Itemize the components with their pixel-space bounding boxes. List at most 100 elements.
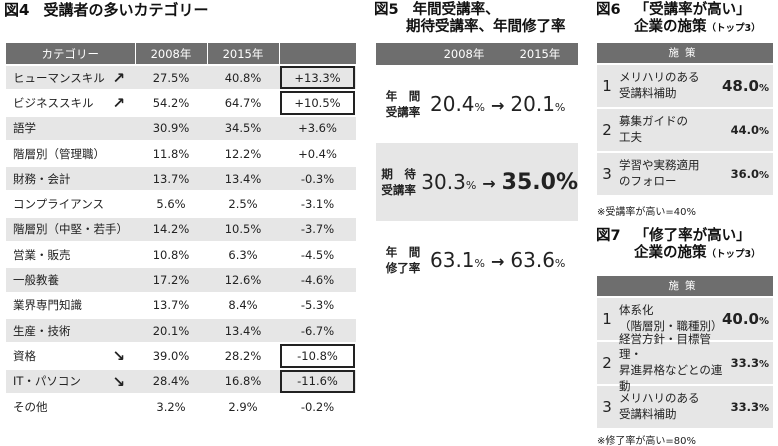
change-value: +10.5%	[279, 89, 356, 116]
table-row: ビジネススキル ↗ 54.2% 64.7% +10.5%	[6, 89, 356, 116]
value-2008: 30.9%	[135, 114, 207, 141]
measure-name-line2: のフォロー	[619, 174, 677, 188]
rate-values: 30.3% → 35.0%	[417, 170, 578, 195]
category-label: 資格	[13, 348, 36, 363]
category-label: 業界専門知識	[13, 298, 82, 313]
table-row: 階層別（中堅・若手） 14.2% 10.5% -3.7%	[6, 215, 356, 243]
table-row: 一般教養 17.2% 12.6% -4.6%	[6, 266, 356, 293]
measure-name-line2: 受講料補助	[619, 86, 677, 100]
value-2008: 13.7%	[135, 165, 207, 192]
rate-2008: 30.3	[421, 169, 466, 194]
rate-label: 期 待受講率	[376, 166, 417, 198]
fig7-header: 施策	[597, 276, 773, 296]
rank-number: 1	[602, 77, 612, 95]
category-cell: 階層別（中堅・若手）	[6, 215, 135, 243]
fig4-title-text: 受講者の多いカテゴリー	[43, 1, 209, 19]
value-2015: 12.6%	[207, 266, 279, 293]
change-value: +0.4%	[279, 139, 356, 167]
measure-item: 2 募集ガイドの 工夫 44.0%	[597, 107, 773, 151]
rates-header-2008: 2008年	[443, 47, 485, 61]
category-label: 営業・販売	[13, 247, 71, 262]
rank-number: 3	[602, 398, 612, 416]
measure-item: 3 学習や実務適用 のフォロー 36.0%	[597, 151, 773, 195]
table-row: ヒューマンスキル ↗ 27.5% 40.8% +13.3%	[6, 63, 356, 91]
measure-name: メリハリのある 受講料補助	[617, 391, 731, 422]
rate-label-line2: 修了率	[385, 261, 421, 275]
change-value: +13.3%	[279, 63, 356, 91]
fig6-number: 図6	[596, 2, 621, 18]
value-2015: 12.2%	[207, 139, 279, 167]
arrow-down-icon: ↘	[112, 347, 125, 366]
fig6-title: 図6 「受講率が高い」 企業の施策（トップ3）	[596, 2, 761, 35]
measure-item: 2 経営方針・目標管理・ 昇進昇格などとの連動 33.3%	[597, 332, 773, 393]
measure-name-line1: メリハリのある	[619, 391, 700, 406]
measure-value: 48.0%	[722, 77, 773, 95]
measure-value-number: 36.0	[730, 167, 759, 181]
measure-value-number: 44.0	[730, 123, 759, 137]
rank-number: 2	[602, 121, 612, 139]
measure-name-line1: 経営方針・目標管理・	[619, 331, 711, 362]
measure-item: 3 メリハリのある 受講料補助 33.3%	[597, 384, 773, 428]
arrow-up-icon: ↗	[112, 94, 125, 113]
category-label: 財務・会計	[13, 171, 71, 186]
change-value: -4.5%	[279, 241, 356, 268]
rate-values: 63.1% → 63.6%	[426, 248, 578, 272]
fig7-title-line1: 「修了率が高い」	[634, 228, 751, 244]
fig7-note: ※修了率が高い=80%	[597, 436, 696, 446]
value-2015: 13.4%	[207, 165, 279, 192]
fig5-title: 図5 年間受講率、 期待受講率、年間修了率	[374, 2, 566, 35]
category-label: コンプライアンス	[13, 197, 104, 212]
percent-unit: %	[758, 83, 769, 94]
rate-label-line1: 期 待	[381, 166, 416, 181]
measure-name-line2: （階層別・職種別）	[619, 319, 723, 333]
value-2008: 54.2%	[135, 89, 207, 116]
rate-row: 年 間受講率 20.4% → 20.1%	[376, 65, 578, 143]
category-cell: 営業・販売	[6, 241, 135, 268]
header-2008: 2008年	[134, 43, 207, 65]
fig7-title-line2: 企業の施策	[634, 244, 707, 261]
value-2015: 16.8%	[207, 367, 279, 394]
value-2008: 11.8%	[135, 139, 207, 167]
change-value: -5.3%	[279, 291, 356, 318]
value-2008: 10.8%	[135, 241, 207, 268]
fig5-number: 図5	[374, 2, 399, 18]
measure-value: 33.3%	[731, 400, 773, 414]
arrow-up-icon: ↗	[112, 69, 125, 87]
measure-name: メリハリのある 受講料補助	[617, 70, 722, 101]
header-diff	[278, 43, 356, 65]
percent-unit: %	[474, 257, 485, 270]
measure-name: 体系化 （階層別・職種別）	[617, 303, 723, 334]
value-2015: 8.4%	[207, 291, 279, 318]
value-2015: 28.2%	[207, 342, 279, 369]
arrow-right-icon: →	[490, 96, 505, 115]
category-cell: 資格 ↘	[6, 342, 135, 369]
percent-unit: %	[758, 403, 769, 414]
category-cell: IT・パソコン ↘	[6, 367, 135, 394]
category-label: その他	[13, 400, 48, 414]
category-label: ビジネススキル	[13, 95, 94, 110]
category-cell: ヒューマンスキル ↗	[6, 63, 135, 91]
category-label: 階層別（管理職）	[13, 146, 105, 161]
category-label: 階層別（中堅・若手）	[13, 222, 128, 237]
rate-2008: 63.1	[430, 248, 475, 272]
change-value: -3.1%	[279, 190, 356, 217]
percent-unit: %	[554, 257, 566, 270]
category-cell: その他	[6, 392, 135, 420]
value-2008: 3.2%	[135, 392, 207, 420]
category-label: 語学	[13, 121, 36, 136]
percent-unit: %	[554, 101, 566, 114]
measure-value-number: 48.0	[721, 77, 759, 95]
measure-value: 44.0%	[731, 123, 773, 137]
rate-2008: 20.4	[430, 92, 475, 116]
measure-name: 募集ガイドの 工夫	[617, 114, 731, 145]
header-2015: 2015年	[206, 43, 279, 65]
fig6-title-sub: （トップ3）	[706, 22, 761, 34]
category-cell: コンプライアンス	[6, 190, 135, 217]
percent-unit: %	[758, 359, 769, 370]
fig5-title-line2: 期待受講率、年間修了率	[406, 18, 566, 35]
category-table-header: カテゴリー 2008年 2015年	[6, 43, 356, 65]
rank-number: 1	[602, 310, 612, 328]
attendance-measures-table: 施策 1 メリハリのある 受講料補助 48.0% 2 募集ガイドの 工夫 44.0% 3 学習や実…	[597, 43, 773, 195]
rate-row: 期 待受講率 30.3% → 35.0%	[376, 143, 578, 221]
table-row: 語学 30.9% 34.5% +3.6%	[6, 114, 356, 141]
